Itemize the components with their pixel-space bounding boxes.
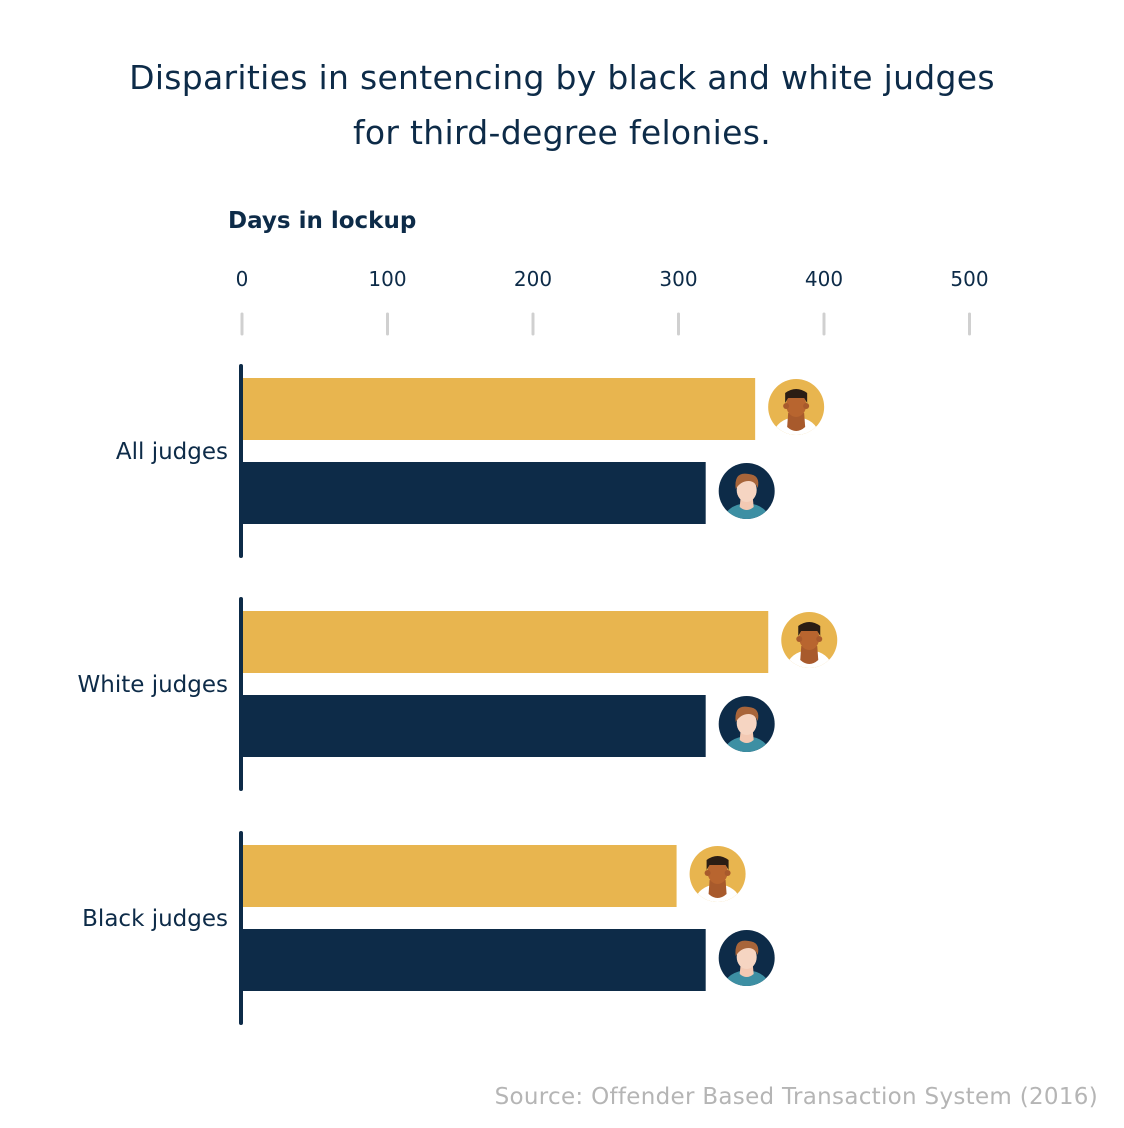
white-defendant-avatar-icon-all-judges (718, 463, 775, 519)
black-defendant-avatar-icon-black-judges (689, 846, 746, 902)
category-label-white-judges: White judges (78, 672, 229, 698)
black-defendant-avatar-icon-white-judges (781, 612, 838, 668)
bar-all-judges-black-defendant (243, 378, 756, 440)
x-tick-label-500: 500 (950, 267, 988, 291)
bar-white-judges-white-defendant (243, 695, 706, 757)
white-defendant-avatar-icon-white-judges (718, 696, 775, 752)
category-label-black-judges: Black judges (82, 906, 228, 932)
bar-white-judges-black-defendant (243, 611, 769, 673)
bar-black-judges-white-defendant (243, 929, 706, 991)
source-note: Source: Offender Based Transaction Syste… (494, 1084, 1098, 1110)
white-defendant-avatar-icon-black-judges (718, 930, 775, 986)
category-label-all-judges: All judges (116, 439, 228, 465)
x-axis-label: Days in lockup (228, 208, 417, 234)
chart-title-line-1: Disparities in sentencing by black and w… (129, 58, 995, 97)
x-tick-label-200: 200 (514, 267, 552, 291)
bar-black-judges-black-defendant (243, 845, 677, 907)
bar-all-judges-white-defendant (243, 462, 706, 524)
black-defendant-avatar-icon-all-judges (768, 379, 825, 435)
chart-title-line-2: for third-degree felonies. (352, 113, 771, 152)
x-tick-label-300: 300 (659, 267, 697, 291)
x-tick-label-400: 400 (805, 267, 843, 291)
x-tick-label-0: 0 (236, 267, 249, 291)
x-tick-label-100: 100 (368, 267, 406, 291)
